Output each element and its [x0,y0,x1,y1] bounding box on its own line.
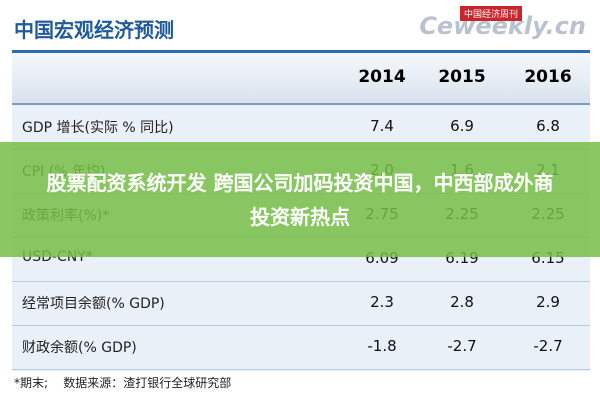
cell-value: 6.9 [450,117,474,135]
banner[interactable]: 股票配资系统开发 跨国公司加码投资中国，中西部成外商投资新热点 [0,142,600,257]
cell-value: 2.3 [370,293,394,311]
table-row: 财政余额(% GDP) -1.8 -2.7 -2.7 [12,325,590,370]
title: 中国宏观经济预测 [14,18,174,42]
row-label: GDP 增长(实际 % 同比) [22,120,174,136]
cell-value: 2.9 [536,293,560,311]
cell-value: -2.7 [447,337,477,355]
row-label: 财政余额(% GDP) [22,340,137,356]
footnote: *期末; 数据来源：渣打银行全球研究部 [14,376,232,390]
column-header: 2016 [524,67,572,87]
column-header: 2014 [358,67,406,87]
cell-value: 7.4 [370,117,394,135]
table-row: 经常项目余额(% GDP) 2.3 2.8 2.9 [12,281,590,326]
cell-value: -2.7 [533,337,563,355]
watermark-badge: 中国经济周刊 [459,6,522,21]
cell-value: 6.8 [536,117,560,135]
row-label: 经常项目余额(% GDP) [22,296,165,312]
table-header: 2014 2015 2016 [12,53,590,105]
cell-value: 2.8 [450,293,474,311]
cell-value: -1.8 [367,337,397,355]
column-header: 2015 [438,67,486,87]
